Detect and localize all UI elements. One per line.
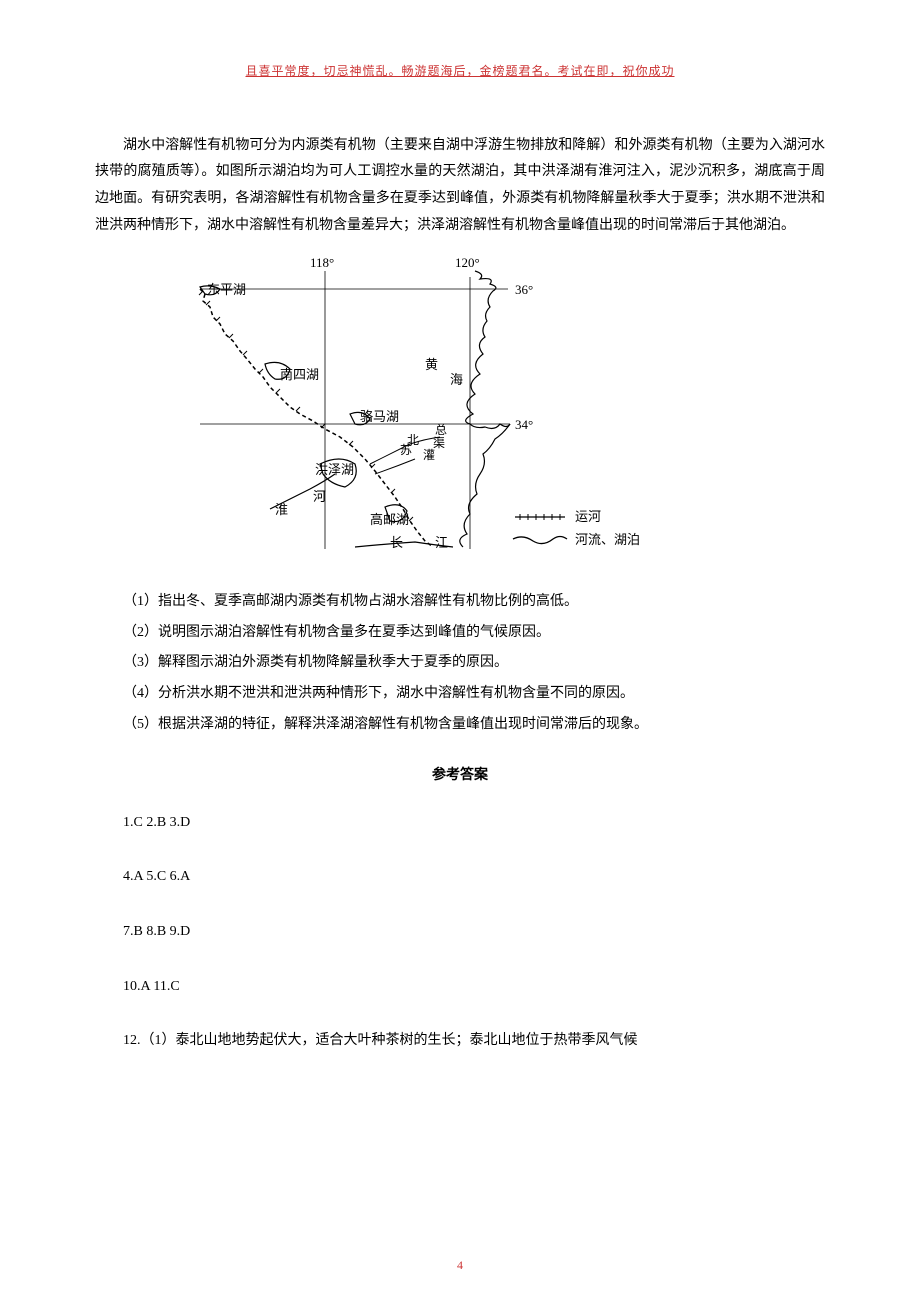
answer-line-4: 10.A 11.C xyxy=(95,974,825,1001)
lat-36: 36° xyxy=(515,282,533,297)
lake-luoma: 骆马湖 xyxy=(360,409,399,424)
question-3: （3）解释图示湖泊外源类有机物降解量秋季大于夏季的原因。 xyxy=(95,650,825,677)
lon-120: 120° xyxy=(455,255,480,270)
answer-line-5: 12.（1）泰北山地地势起伏大，适合大叶种茶树的生长；泰北山地位于热带季风气候 xyxy=(95,1028,825,1055)
map-figure: 118° 120° 36° 34° xyxy=(175,249,655,579)
river-huai-1: 淮 xyxy=(275,502,288,517)
answer-line-3: 7.B 8.B 9.D xyxy=(95,919,825,946)
passage-text: 湖水中溶解性有机物可分为内源类有机物（主要来自湖中浮游生物排放和降解）和外源类有… xyxy=(95,133,825,239)
label-zong: 总 xyxy=(435,423,447,437)
answer-line-2: 4.A 5.C 6.A xyxy=(95,864,825,891)
answer-line-1: 1.C 2.B 3.D xyxy=(95,810,825,837)
legend-canal: 运河 xyxy=(515,509,601,524)
question-1: （1）指出冬、夏季高邮湖内源类有机物占湖水溶解性有机物比例的高低。 xyxy=(95,589,825,616)
svg-text:运河: 运河 xyxy=(575,509,601,524)
sea-hai: 海 xyxy=(450,372,463,387)
river-huai-2: 河 xyxy=(313,489,326,504)
river-yangtze-2: 江 xyxy=(435,535,448,550)
lon-118: 118° xyxy=(310,255,334,270)
river-yangtze-1: 长 xyxy=(390,535,403,550)
header-motto: 且喜平常度，切忌神慌乱。畅游题海后，金榜题君名。考试在即，祝你成功 xyxy=(95,60,825,83)
question-2: （2）说明图示湖泊溶解性有机物含量多在夏季达到峰值的气候原因。 xyxy=(95,620,825,647)
lake-gaoyou: 高邮湖 xyxy=(370,512,409,527)
lake-nansi: 南四湖 xyxy=(280,367,319,382)
legend-river-lake: 河流、湖泊 xyxy=(513,532,640,547)
sea-huang: 黄 xyxy=(425,357,438,372)
lat-34: 34° xyxy=(515,417,533,432)
lake-dongping: 东平湖 xyxy=(207,282,246,297)
label-guan: 灌 xyxy=(423,448,435,462)
answer-title: 参考答案 xyxy=(95,763,825,790)
question-5: （5）根据洪泽湖的特征，解释洪泽湖溶解性有机物含量峰值出现时间常滞后的现象。 xyxy=(95,712,825,739)
page-number: 4 xyxy=(457,1254,463,1277)
question-4: （4）分析洪水期不泄洪和泄洪两种情形下，湖水中溶解性有机物含量不同的原因。 xyxy=(95,681,825,708)
svg-text:河流、湖泊: 河流、湖泊 xyxy=(575,532,640,547)
